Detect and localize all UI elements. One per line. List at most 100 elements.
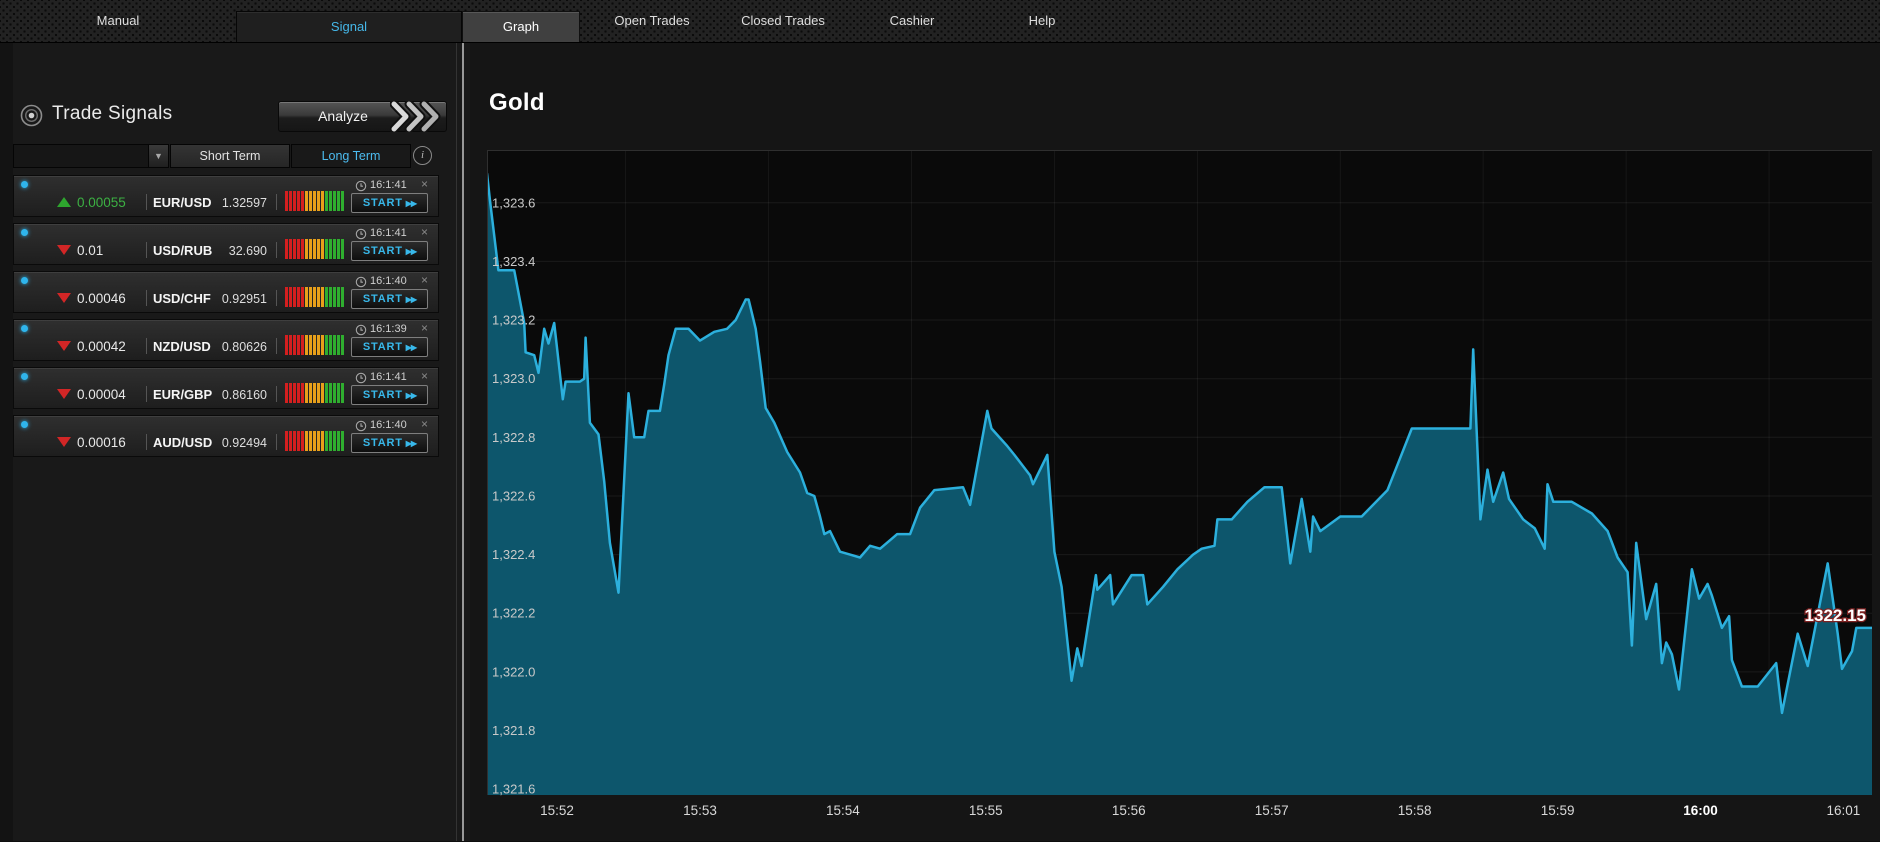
direction-down-icon (57, 341, 71, 351)
direction-down-icon (57, 245, 71, 255)
active-dot-icon (21, 421, 28, 428)
currency-pair: NZD/USD (153, 339, 211, 354)
tab-short-term[interactable]: Short Term (170, 144, 290, 168)
separator (146, 290, 147, 306)
chevron-down-icon: ▼ (148, 145, 168, 167)
current-price-label: 1322.15 (1805, 606, 1866, 625)
clock-icon (355, 275, 367, 293)
start-button[interactable]: START ▶▶ (351, 289, 428, 309)
clock-icon (355, 227, 367, 245)
strength-bars (285, 383, 345, 403)
nav-item-manual[interactable]: Manual (96, 13, 140, 28)
direction-up-icon (57, 197, 71, 207)
signal-value: 0.00055 (77, 195, 126, 210)
scrollbar-thumb[interactable] (462, 43, 464, 841)
current-rate: 1.32597 (221, 196, 267, 210)
play-icon: ▶▶ (405, 438, 417, 448)
nav-item-closed-trades[interactable]: Closed Trades (741, 13, 825, 28)
close-icon[interactable]: × (421, 177, 429, 191)
start-button[interactable]: START ▶▶ (351, 433, 428, 453)
nav-item-graph[interactable]: Graph (462, 11, 580, 42)
strength-bars (285, 431, 345, 451)
play-icon: ▶▶ (405, 294, 417, 304)
active-dot-icon (21, 373, 28, 380)
play-icon: ▶▶ (405, 246, 417, 256)
svg-text:15:53: 15:53 (683, 803, 717, 818)
separator (146, 194, 147, 210)
nav-item-signal[interactable]: Signal (236, 11, 462, 42)
signal-row-usd-chf: 16:1:40 × 0.00046 USD/CHF 0.92951 START ▶▶ (13, 271, 439, 313)
strength-bars (285, 287, 345, 307)
separator (146, 386, 147, 402)
signal-value: 0.00046 (77, 291, 126, 306)
clock-icon (355, 323, 367, 341)
start-button[interactable]: START ▶▶ (351, 385, 428, 405)
radar-icon (19, 103, 44, 133)
signal-time: 16:1:39 (370, 323, 407, 335)
nav-item-open-trades[interactable]: Open Trades (614, 13, 690, 28)
active-dot-icon (21, 181, 28, 188)
svg-text:1,321.8: 1,321.8 (492, 723, 535, 738)
panel-title: Trade Signals (52, 103, 173, 124)
left-edge-strip (0, 43, 13, 841)
signal-row-usd-rub: 16:1:41 × 0.01 USD/RUB 32.690 START ▶▶ (13, 223, 439, 265)
currency-pair: EUR/GBP (153, 387, 213, 402)
signal-value: 0.00004 (77, 387, 126, 402)
svg-text:15:55: 15:55 (969, 803, 1003, 818)
svg-text:1,322.6: 1,322.6 (492, 489, 535, 504)
svg-text:15:54: 15:54 (826, 803, 860, 818)
signal-time: 16:1:41 (370, 227, 407, 239)
start-button[interactable]: START ▶▶ (351, 241, 428, 261)
signal-time: 16:1:40 (370, 419, 407, 431)
gold-price-chart[interactable]: 1,321.6 1,321.8 1,322.0 1,322.2 1,322.4 1,322… (487, 150, 1872, 842)
current-rate: 32.690 (228, 244, 267, 258)
info-icon[interactable]: i (413, 146, 432, 165)
top-nav: Manual Signal Graph Open Trades Closed Trade… (0, 0, 1880, 43)
svg-text:1,322.0: 1,322.0 (492, 664, 535, 679)
signal-row-eur-usd: 16:1:41 × 0.00055 EUR/USD 1.32597 START ▶▶ (13, 175, 439, 217)
play-icon: ▶▶ (405, 390, 417, 400)
svg-text:1,323.2: 1,323.2 (492, 313, 535, 328)
signal-row-eur-gbp: 16:1:41 × 0.00004 EUR/GBP 0.86160 START ▶▶ (13, 367, 439, 409)
tab-long-term[interactable]: Long Term (291, 144, 411, 168)
analyze-label: Analyze (318, 108, 368, 124)
currency-pair: USD/RUB (153, 243, 213, 258)
triple-chevron-icon (389, 99, 444, 137)
panel-divider (456, 43, 457, 841)
strength-bars (285, 191, 345, 211)
active-dot-icon (21, 229, 28, 236)
svg-text:15:56: 15:56 (1112, 803, 1146, 818)
close-icon[interactable]: × (421, 225, 429, 239)
nav-item-cashier[interactable]: Cashier (889, 13, 935, 28)
clock-icon (355, 371, 367, 389)
separator (276, 194, 277, 210)
close-icon[interactable]: × (421, 417, 429, 431)
signal-time: 16:1:41 (370, 179, 407, 191)
separator (276, 242, 277, 258)
start-button[interactable]: START ▶▶ (351, 337, 428, 357)
signal-row-list: 16:1:41 × 0.00055 EUR/USD 1.32597 START ▶▶ 16:1… (13, 175, 441, 463)
signal-filter-dropdown[interactable]: ▼ (13, 144, 169, 168)
strength-bars (285, 335, 345, 355)
separator (276, 290, 277, 306)
analyze-button[interactable]: Analyze (278, 99, 447, 134)
close-icon[interactable]: × (421, 273, 429, 287)
signal-value: 0.00016 (77, 435, 126, 450)
direction-down-icon (57, 389, 71, 399)
signal-time: 16:1:41 (370, 371, 407, 383)
svg-text:16:01: 16:01 (1827, 803, 1861, 818)
nav-item-help[interactable]: Help (1028, 13, 1056, 28)
separator (146, 242, 147, 258)
currency-pair: USD/CHF (153, 291, 211, 306)
current-rate: 0.92951 (221, 292, 267, 306)
current-rate: 0.86160 (221, 388, 267, 402)
signal-value: 0.00042 (77, 339, 126, 354)
close-icon[interactable]: × (421, 369, 429, 383)
svg-text:15:59: 15:59 (1541, 803, 1575, 818)
direction-down-icon (57, 293, 71, 303)
signal-row-aud-usd: 16:1:40 × 0.00016 AUD/USD 0.92494 START ▶▶ (13, 415, 439, 457)
currency-pair: EUR/USD (153, 195, 212, 210)
close-icon[interactable]: × (421, 321, 429, 335)
svg-text:1,322.8: 1,322.8 (492, 430, 535, 445)
start-button[interactable]: START ▶▶ (351, 193, 428, 213)
